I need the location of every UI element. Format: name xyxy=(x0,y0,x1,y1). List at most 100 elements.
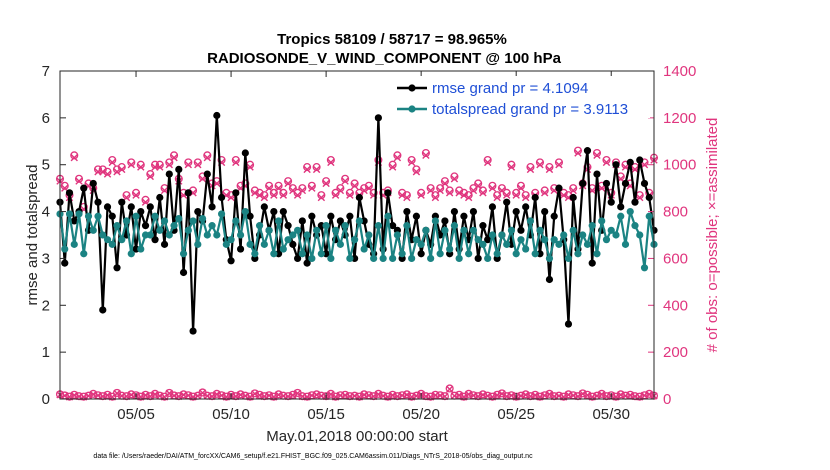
point-rmse xyxy=(175,165,183,173)
point-assimilated xyxy=(512,191,520,199)
point-rmse xyxy=(70,217,78,225)
point-totalspread xyxy=(308,254,316,263)
point-possible xyxy=(203,151,212,160)
point-totalspread xyxy=(160,217,169,225)
point-rmse xyxy=(488,203,497,211)
point-totalspread xyxy=(446,245,454,253)
point-assimilated xyxy=(341,177,349,185)
point-possible xyxy=(516,181,525,190)
x-axis-label: May.01,2018 00:00:00 start xyxy=(266,428,448,445)
point-totalspread xyxy=(65,210,74,218)
point-rmse xyxy=(355,193,363,202)
point-totalspread xyxy=(213,231,221,239)
point-possible xyxy=(70,151,79,160)
point-totalspread xyxy=(194,240,202,248)
point-assimilated xyxy=(493,193,501,202)
point-totalspread xyxy=(179,250,188,258)
point-rmse xyxy=(156,193,164,202)
point-assimilated xyxy=(422,151,430,160)
point-totalspread xyxy=(165,231,173,239)
point-totalspread xyxy=(602,236,611,244)
point-rmse xyxy=(94,198,102,206)
point-rmse xyxy=(213,111,221,120)
point-rmse xyxy=(621,179,630,188)
point-totalspread xyxy=(526,217,535,225)
point-possible xyxy=(122,191,131,200)
point-possible xyxy=(493,191,502,200)
point-assimilated xyxy=(502,191,511,199)
point-rmse xyxy=(417,250,425,258)
point-rmse xyxy=(517,226,525,234)
point-totalspread xyxy=(255,222,264,230)
point-assimilated xyxy=(137,163,145,171)
point-rmse xyxy=(550,212,558,220)
axes-layer: 05/05 05/10 05/15 05/20 05/25 05/30 0 1 2 3 4 5 6 7 0 2… xyxy=(42,63,697,423)
point-totalspread xyxy=(631,222,639,230)
point-totalspread xyxy=(574,250,582,258)
x-tick-label: 05/15 xyxy=(307,406,345,423)
point-totalspread xyxy=(156,226,164,234)
point-rmse xyxy=(260,203,268,211)
point-assimilated xyxy=(602,158,611,167)
point-assimilated xyxy=(103,170,112,178)
point-possible xyxy=(431,191,440,200)
point-totalspread xyxy=(317,250,325,258)
y-right-tick-label: 800 xyxy=(663,204,688,221)
point-possible xyxy=(169,151,179,160)
point-possible xyxy=(312,163,321,172)
point-possible xyxy=(298,184,307,193)
point-possible xyxy=(146,170,155,179)
chart-subtitle: RADIOSONDE_V_WIND_COMPONENT @ 100 hPa xyxy=(207,50,562,67)
point-totalspread xyxy=(474,236,482,244)
point-rmse xyxy=(184,189,192,197)
point-rmse xyxy=(479,222,487,230)
point-totalspread xyxy=(89,226,97,234)
point-totalspread xyxy=(541,236,549,244)
point-possible xyxy=(402,191,411,200)
point-assimilated xyxy=(507,163,516,171)
point-totalspread xyxy=(436,250,444,258)
point-totalspread xyxy=(441,226,449,234)
point-assimilated xyxy=(284,179,292,188)
point-possible xyxy=(98,165,107,174)
point-totalspread xyxy=(484,254,492,263)
point-possible xyxy=(260,191,269,200)
point-totalspread xyxy=(617,212,625,220)
point-totalspread xyxy=(360,245,368,253)
point-possible xyxy=(535,158,545,167)
point-rmse xyxy=(503,198,511,206)
point-rmse xyxy=(579,179,587,188)
point-rejected-assimilated xyxy=(293,389,302,398)
point-possible xyxy=(388,160,397,169)
point-assimilated xyxy=(569,186,577,195)
x-tick-label: 05/20 xyxy=(402,406,440,423)
point-possible xyxy=(326,155,335,165)
point-possible xyxy=(250,186,259,195)
chart-title: Tropics 58109 / 58717 = 98.965% xyxy=(277,31,507,48)
point-totalspread xyxy=(99,231,107,239)
point-rmse xyxy=(298,217,306,225)
point-totalspread xyxy=(621,240,630,248)
y-left-tick-label: 7 xyxy=(42,63,50,80)
point-totalspread xyxy=(94,212,102,220)
point-totalspread xyxy=(198,215,207,223)
point-totalspread xyxy=(70,240,78,248)
point-possible xyxy=(131,188,141,197)
point-totalspread xyxy=(170,222,178,230)
point-possible xyxy=(136,160,145,169)
point-rejected-assimilated xyxy=(165,389,173,398)
point-assimilated xyxy=(203,153,212,162)
point-possible xyxy=(369,188,378,197)
point-assimilated xyxy=(279,191,288,199)
point-totalspread xyxy=(274,217,283,225)
point-rmse xyxy=(89,179,97,188)
point-rmse xyxy=(99,306,107,314)
point-rejected-assimilated xyxy=(151,390,159,399)
point-possible xyxy=(60,181,69,190)
point-assimilated xyxy=(346,191,354,199)
point-possible xyxy=(412,165,421,174)
point-totalspread xyxy=(246,240,254,248)
point-totalspread xyxy=(403,222,411,230)
point-possible xyxy=(445,186,454,195)
point-totalspread xyxy=(450,222,459,230)
